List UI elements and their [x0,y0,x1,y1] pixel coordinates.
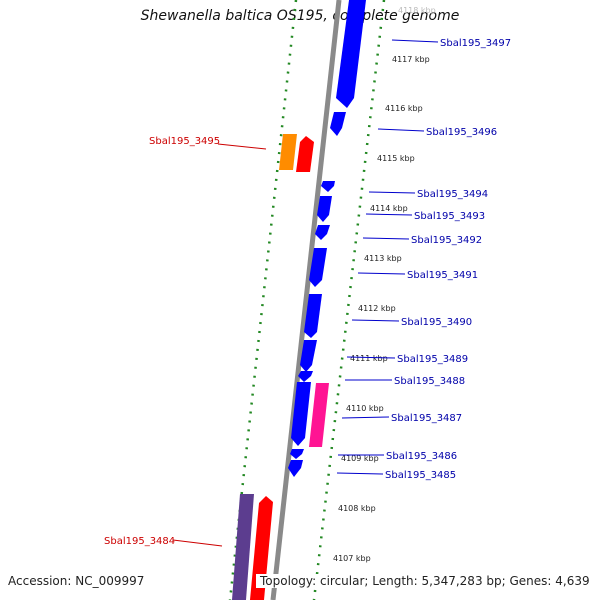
gene-label-right[interactable]: Sbal195_3496 [426,127,497,138]
genome-summary: Topology: circular; Length: 5,347,283 bp… [256,574,590,588]
kbp-tick-label: 4108 kbp [338,504,376,513]
right-label-leader [346,356,396,359]
kbp-tick-label: 4113 kbp [364,254,402,263]
kbp-tick-label: 4117 kbp [392,55,430,64]
right-labels: Sbal195_3497 Sbal195_3496 Sbal195_3494 Sbal… [336,38,511,481]
gene-3496[interactable] [330,112,346,136]
forward-genes [288,0,366,477]
right-label-leader [357,272,406,275]
right-label-leader [368,191,416,194]
gene-3485[interactable] [288,460,303,477]
gene-pink[interactable] [309,383,329,447]
kbp-tick-label: 4115 kbp [377,154,415,163]
gene-label-right[interactable]: Sbal195_3490 [401,317,472,328]
right-label-leader [336,472,384,475]
gene-red-3484[interactable] [250,496,273,600]
gene-3494[interactable] [321,181,335,192]
gene-3491[interactable] [309,248,327,287]
gene-label-right[interactable]: Sbal195_3494 [417,189,488,200]
left-label-leader [217,143,267,150]
gene-label-right[interactable]: Sbal195_3485 [385,470,456,481]
gene-3489[interactable] [300,340,317,372]
accession-label: Accession: NC_009997 [8,574,145,588]
right-label-leader [362,237,410,240]
kbp-ticks: 4118 kbp 4117 kbp 4116 kbp 4115 kbp 4114 kbp… [333,6,436,563]
left-labels: Sbal195_3495 Sbal195_3484 [104,136,267,547]
gene-3490[interactable] [304,294,322,338]
gene-3497[interactable] [336,0,366,108]
gene-3486[interactable] [290,449,304,459]
gene-red-3495[interactable] [296,136,314,172]
gene-label-right[interactable]: Sbal195_3487 [391,413,462,424]
kbp-tick-label: 4118 kbp [398,6,436,15]
right-label-leader [351,319,400,322]
kbp-tick-label: 4107 kbp [333,554,371,563]
gene-label-right[interactable]: Sbal195_3497 [440,38,511,49]
gene-label-left[interactable]: Sbal195_3495 [149,136,220,147]
right-label-leader [365,213,413,216]
gene-label-right[interactable]: Sbal195_3492 [411,235,482,246]
genome-backbone [270,0,342,600]
gene-3493[interactable] [317,196,332,222]
gene-label-right[interactable]: Sbal195_3489 [397,354,468,365]
left-label-leader [172,539,223,547]
gene-purple[interactable] [232,494,254,600]
right-gc-track [312,0,386,600]
kbp-tick-label: 4114 kbp [370,204,408,213]
left-gc-track [228,0,298,600]
gene-3488[interactable] [291,382,311,446]
right-label-leader [391,39,439,43]
gene-label-right[interactable]: Sbal195_3491 [407,270,478,281]
kbp-tick-label: 4110 kbp [346,404,384,413]
gene-label-right[interactable]: Sbal195_3486 [386,451,457,462]
kbp-tick-label: 4112 kbp [358,304,396,313]
gene-3489b[interactable] [298,371,313,382]
gene-label-right[interactable]: Sbal195_3493 [414,211,485,222]
right-label-leader [377,128,425,132]
gene-label-right[interactable]: Sbal195_3488 [394,376,465,387]
genome-title: Shewanella baltica OS195, complete genom… [140,8,460,24]
kbp-tick-label: 4111 kbp [350,354,388,363]
gene-3492[interactable] [315,225,330,240]
right-label-leader [341,416,390,419]
gene-orange[interactable] [279,134,297,170]
kbp-tick-label: 4109 kbp [341,454,379,463]
gene-label-left[interactable]: Sbal195_3484 [104,536,175,547]
kbp-tick-label: 4116 kbp [385,104,423,113]
